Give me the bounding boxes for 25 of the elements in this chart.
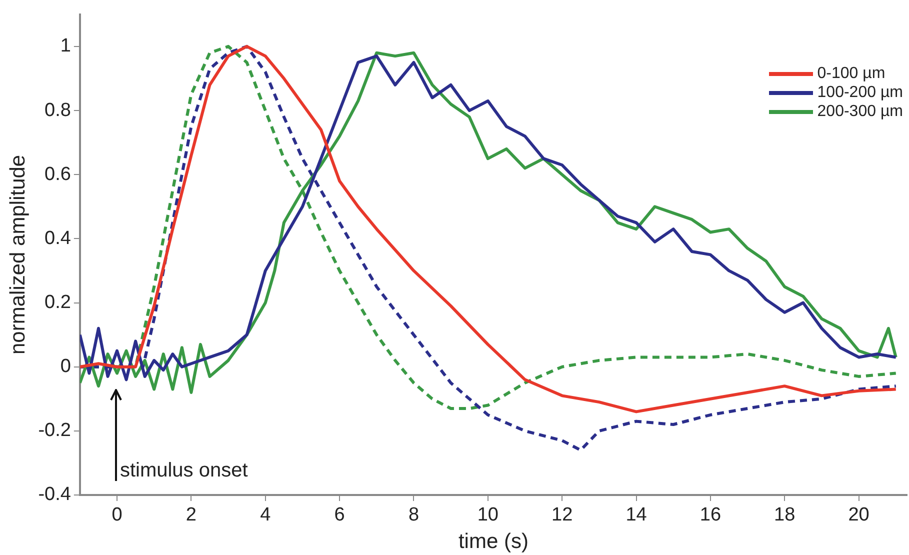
y-tick-label: 0.4 <box>44 228 72 249</box>
x-tick-label: 18 <box>774 504 796 526</box>
y-tick-label: 0.2 <box>44 292 71 313</box>
y-tick-label: -0.4 <box>38 484 72 506</box>
y-tick-label: -0.2 <box>38 420 71 442</box>
y-tick-label: 0.6 <box>44 164 71 185</box>
x-tick-label: 12 <box>552 504 573 526</box>
legend-label: 0-100 µm <box>817 64 886 84</box>
x-tick-label: 6 <box>334 504 345 526</box>
x-tick-label: 20 <box>848 504 870 526</box>
x-tick-label: 14 <box>626 504 648 526</box>
y-tick-label: 0.8 <box>44 100 71 121</box>
x-tick-label: 2 <box>186 504 196 526</box>
annotation: stimulus onset <box>120 460 248 482</box>
legend-label: 200-300 µm <box>817 102 903 122</box>
x-tick-label: 4 <box>260 504 272 526</box>
x-tick-label: 8 <box>408 504 420 526</box>
x-tick-label: 0 <box>112 504 122 526</box>
y-axis-title: normalized amplitude <box>6 154 30 355</box>
x-tick-label: 16 <box>700 504 722 526</box>
x-axis-title: time (s) <box>458 530 528 554</box>
y-tick-label: 1 <box>60 36 71 57</box>
y-tick-label: 0 <box>60 356 71 378</box>
legend-label: 100-200 µm <box>817 83 903 102</box>
x-tick-label: 10 <box>477 504 498 526</box>
